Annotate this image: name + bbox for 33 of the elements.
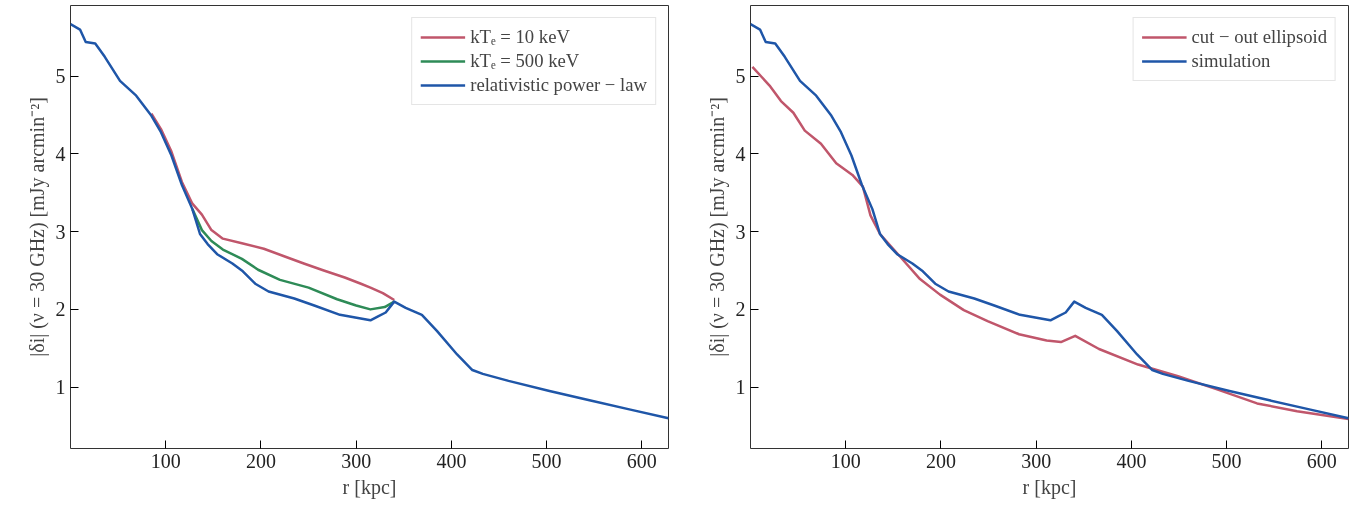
y-tick-label: 2 xyxy=(735,298,746,321)
legend-label: cut − out ellipsoid xyxy=(1191,26,1327,48)
x-tick-label: 600 xyxy=(626,449,657,472)
y-tick-label: 1 xyxy=(55,376,66,399)
x-tick-label: 400 xyxy=(436,449,467,472)
y-tick-label: 2 xyxy=(55,298,66,321)
x-tick-label: 400 xyxy=(1116,449,1147,472)
y-tick-label: 5 xyxy=(735,65,746,88)
y-tick-label: 1 xyxy=(735,376,746,399)
x-tick-label: 100 xyxy=(830,449,861,472)
y-tick-label: 4 xyxy=(55,142,66,165)
line-series xyxy=(150,112,396,302)
y-axis-title: |δi| (ν = 30 GHz) [mJy arcmin⁻²] xyxy=(25,97,49,357)
x-tick-label: 100 xyxy=(150,449,181,472)
y-tick-label: 3 xyxy=(735,220,746,243)
y-tick-label: 3 xyxy=(55,220,66,243)
legend-label: simulation xyxy=(1191,50,1271,72)
line-series xyxy=(70,22,669,420)
x-tick-label: 200 xyxy=(925,449,956,472)
x-tick-label: 600 xyxy=(1306,449,1337,472)
x-axis-title: r [kpc] xyxy=(342,475,397,499)
x-axis-title: r [kpc] xyxy=(1022,475,1077,499)
legend-label: kTₑ = 10 keV xyxy=(470,26,570,48)
y-tick-label: 5 xyxy=(55,65,66,88)
legend-label: relativistic power − law xyxy=(470,74,647,96)
x-tick-label: 500 xyxy=(1211,449,1242,472)
x-tick-label: 500 xyxy=(531,449,562,472)
x-tick-label: 200 xyxy=(245,449,276,472)
legend-label: kTₑ = 500 keV xyxy=(470,50,580,72)
y-tick-label: 4 xyxy=(735,142,746,165)
x-tick-label: 300 xyxy=(1021,449,1052,472)
x-tick-label: 300 xyxy=(341,449,372,472)
y-axis-title: |δi| (ν = 30 GHz) [mJy arcmin⁻²] xyxy=(705,97,729,357)
